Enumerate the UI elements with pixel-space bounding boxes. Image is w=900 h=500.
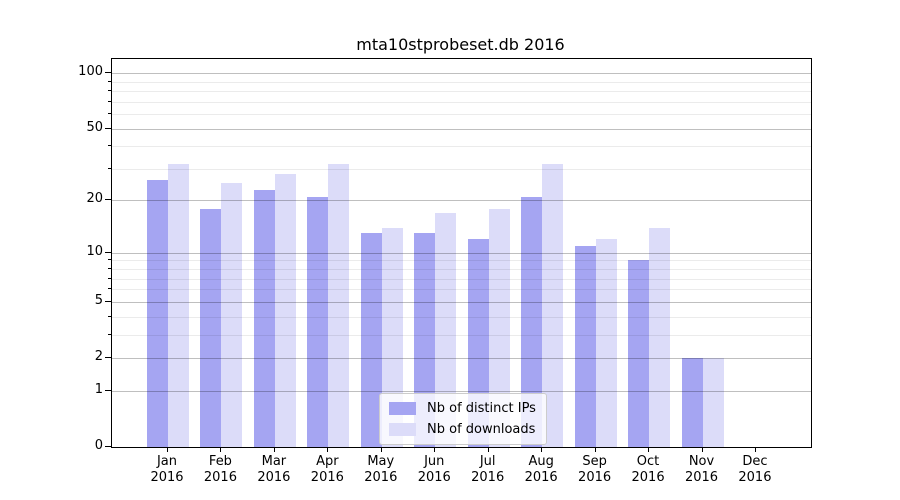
x-tick-label-aug: Aug 2016 bbox=[524, 454, 558, 485]
bar-distinct-ips-mar bbox=[253, 189, 275, 447]
x-tick-label-may: May 2016 bbox=[364, 454, 398, 485]
x-tick-label-feb: Feb 2016 bbox=[203, 454, 237, 485]
y-tick-label-2: 2 bbox=[94, 349, 103, 364]
y-tick-mark-5 bbox=[105, 300, 111, 302]
x-tick-label-mar: Mar 2016 bbox=[257, 454, 291, 485]
x-tick-mark-may bbox=[380, 447, 382, 452]
y-tick-label-0: 0 bbox=[94, 438, 103, 453]
x-tick-mark-apr bbox=[327, 447, 329, 452]
y-minor-tick-mark-9 bbox=[108, 259, 111, 261]
x-tick-label-dec: Dec 2016 bbox=[738, 454, 772, 485]
bar-downloads-feb bbox=[221, 183, 243, 447]
x-tick-mark-sep bbox=[594, 447, 596, 452]
x-tick-label-apr: Apr 2016 bbox=[310, 454, 344, 485]
gridlines-layer bbox=[112, 59, 811, 447]
y-tick-mark-10 bbox=[105, 251, 111, 253]
x-tick-mark-nov bbox=[701, 447, 703, 452]
x-tick-mark-mar bbox=[273, 447, 275, 452]
y-tick-label-10: 10 bbox=[86, 243, 103, 259]
x-tick-mark-aug bbox=[541, 447, 543, 452]
legend-item-downloads: Nb of downloads bbox=[389, 422, 537, 437]
major-gridline-100 bbox=[112, 73, 811, 75]
bar-distinct-ips-jan bbox=[147, 180, 168, 447]
minor-gridline-70 bbox=[112, 101, 811, 103]
minor-gridline-9 bbox=[112, 260, 811, 262]
legend-swatch-downloads bbox=[389, 423, 416, 436]
chart-title: mta10stprobeset.db 2016 bbox=[356, 35, 565, 54]
bars-layer bbox=[112, 59, 811, 447]
y-tick-label-1: 1 bbox=[94, 381, 103, 397]
minor-gridline-6 bbox=[112, 289, 811, 291]
bar-distinct-ips-apr bbox=[307, 196, 329, 447]
y-tick-mark-50 bbox=[105, 127, 111, 129]
plot-area: Nb of distinct IPs Nb of downloads bbox=[111, 58, 812, 448]
x-tick-mark-jul bbox=[487, 447, 489, 452]
legend: Nb of distinct IPs Nb of downloads bbox=[379, 393, 547, 445]
y-minor-tick-mark-40 bbox=[108, 145, 111, 147]
minor-gridline-60 bbox=[112, 114, 811, 116]
y-minor-tick-mark-30 bbox=[108, 167, 111, 169]
bar-distinct-ips-sep bbox=[574, 245, 596, 447]
minor-gridline-7 bbox=[112, 278, 811, 280]
x-tick-label-nov: Nov 2016 bbox=[684, 454, 719, 485]
x-tick-label-jan: Jan 2016 bbox=[150, 454, 184, 485]
y-tick-label-5: 5 bbox=[94, 292, 103, 308]
y-tick-mark-100 bbox=[105, 72, 111, 74]
y-tick-mark-20 bbox=[105, 199, 111, 201]
y-minor-tick-mark-90 bbox=[108, 80, 111, 82]
legend-item-distinct-ips: Nb of distinct IPs bbox=[389, 401, 537, 416]
y-tick-mark-2 bbox=[105, 357, 111, 358]
y-tick-label-50: 50 bbox=[86, 119, 103, 135]
legend-swatch-distinct-ips bbox=[389, 402, 416, 415]
y-minor-tick-mark-60 bbox=[108, 113, 111, 115]
x-tick-mark-dec bbox=[754, 447, 756, 452]
minor-gridline-30 bbox=[112, 168, 811, 170]
y-minor-tick-mark-6 bbox=[108, 288, 111, 290]
x-tick-mark-feb bbox=[220, 447, 222, 452]
bar-distinct-ips-feb bbox=[200, 208, 222, 447]
legend-label-distinct-ips: Nb of distinct IPs bbox=[427, 401, 536, 416]
major-gridline-1 bbox=[112, 390, 811, 392]
major-gridline-5 bbox=[112, 301, 811, 303]
minor-gridline-4 bbox=[112, 316, 811, 318]
bar-downloads-apr bbox=[328, 163, 350, 447]
bar-distinct-ips-nov bbox=[681, 358, 703, 447]
y-tick-mark-0 bbox=[105, 446, 111, 447]
x-tick-label-sep: Sep 2016 bbox=[578, 454, 612, 485]
minor-gridline-80 bbox=[112, 91, 811, 93]
bar-distinct-ips-oct bbox=[628, 260, 650, 447]
y-minor-tick-mark-7 bbox=[108, 277, 111, 279]
legend-label-downloads: Nb of downloads bbox=[427, 422, 536, 437]
y-minor-tick-mark-4 bbox=[108, 315, 111, 317]
y-minor-tick-mark-70 bbox=[108, 100, 111, 102]
y-minor-tick-mark-3 bbox=[108, 333, 111, 335]
y-tick-mark-1 bbox=[105, 389, 111, 391]
x-tick-mark-jun bbox=[434, 447, 436, 452]
x-tick-label-jul: Jul 2016 bbox=[471, 454, 505, 485]
x-tick-mark-jan bbox=[167, 447, 168, 452]
bar-downloads-mar bbox=[274, 174, 296, 447]
y-tick-label-100: 100 bbox=[78, 64, 103, 80]
minor-gridline-3 bbox=[112, 334, 811, 336]
y-minor-tick-mark-8 bbox=[108, 268, 111, 270]
x-tick-mark-oct bbox=[648, 447, 650, 452]
major-gridline-20 bbox=[112, 200, 811, 202]
bar-downloads-nov bbox=[702, 358, 724, 447]
major-gridline-2 bbox=[112, 358, 811, 359]
bar-downloads-sep bbox=[595, 239, 617, 447]
major-gridline-50 bbox=[112, 128, 811, 130]
minor-gridline-40 bbox=[112, 146, 811, 148]
bar-downloads-jan bbox=[168, 163, 189, 447]
minor-gridline-90 bbox=[112, 81, 811, 83]
major-gridline-10 bbox=[112, 252, 811, 254]
y-tick-label-20: 20 bbox=[86, 191, 103, 207]
minor-gridline-8 bbox=[112, 269, 811, 271]
x-tick-label-oct: Oct 2016 bbox=[631, 454, 665, 485]
x-tick-label-jun: Jun 2016 bbox=[417, 454, 451, 485]
bar-downloads-oct bbox=[649, 227, 671, 447]
y-minor-tick-mark-80 bbox=[108, 90, 111, 92]
